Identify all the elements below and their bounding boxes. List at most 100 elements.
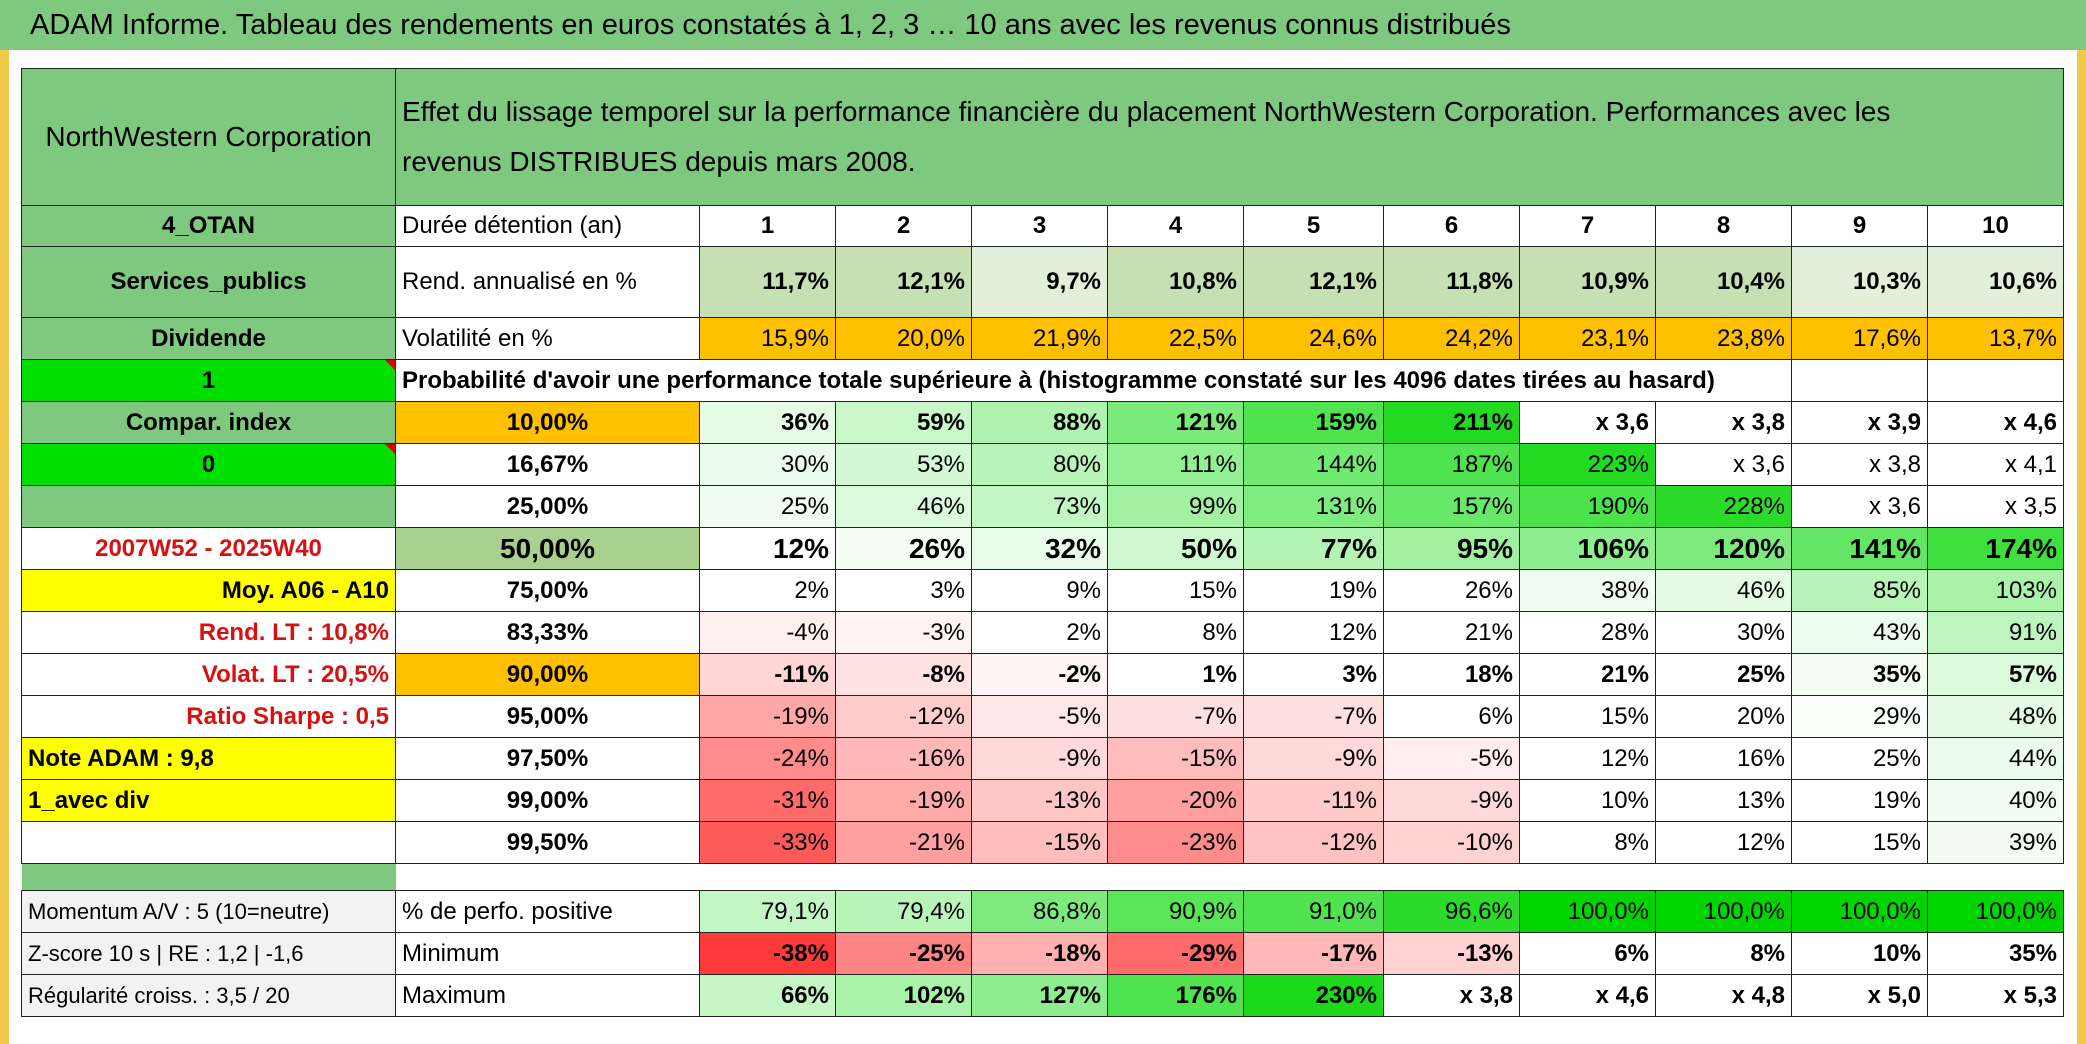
table-row: Régularité croiss. : 3,5 / 20 Maximum 66% 1… bbox=[21, 974, 2064, 1017]
proba-value: -20% bbox=[1107, 779, 1244, 822]
minimum-label: Minimum bbox=[395, 932, 700, 975]
proba-value: 18% bbox=[1383, 653, 1520, 696]
proba-value: x 4,6 bbox=[1927, 401, 2064, 444]
proba-value: 43% bbox=[1791, 611, 1928, 654]
minimum-value: -13% bbox=[1383, 932, 1520, 975]
proba-threshold: 10,00% bbox=[395, 401, 700, 444]
proba-value: -12% bbox=[1243, 821, 1384, 864]
rend-value: 10,8% bbox=[1107, 246, 1244, 318]
proba-value: -4% bbox=[699, 611, 836, 654]
proba-value: -5% bbox=[971, 695, 1108, 738]
proba-value: 10% bbox=[1519, 779, 1656, 822]
proba-value: x 3,6 bbox=[1519, 401, 1656, 444]
proba-value: 80% bbox=[971, 443, 1108, 486]
proba-value: -11% bbox=[699, 653, 836, 696]
rend-value: 10,6% bbox=[1927, 246, 2064, 318]
proba-value: -15% bbox=[971, 821, 1108, 864]
proba-value: 228% bbox=[1655, 485, 1792, 528]
proba-value: 8% bbox=[1519, 821, 1656, 864]
proba-value: 16% bbox=[1655, 737, 1792, 780]
proba-value: 15% bbox=[1519, 695, 1656, 738]
proba-value: 19% bbox=[1243, 569, 1384, 612]
proba-threshold: 95,00% bbox=[395, 695, 700, 738]
minimum-value: -25% bbox=[835, 932, 972, 975]
proba-value: 77% bbox=[1243, 527, 1384, 570]
zscore-label: Z-score 10 s | RE : 1,2 | -1,6 bbox=[21, 932, 396, 975]
proba-threshold: 75,00% bbox=[395, 569, 700, 612]
year-header: 2 bbox=[835, 205, 972, 247]
proba-value: 30% bbox=[1655, 611, 1792, 654]
proba-value: 59% bbox=[835, 401, 972, 444]
table-row: 99,50% -33% -21% -15% -23% -12% -10% 8% 12% 15% 39… bbox=[21, 821, 2064, 864]
maximum-value: 176% bbox=[1107, 974, 1244, 1017]
sector-label: Services_publics bbox=[21, 246, 396, 318]
proba-value: 48% bbox=[1927, 695, 2064, 738]
rend-value: 10,9% bbox=[1519, 246, 1656, 318]
proba-value: 19% bbox=[1791, 779, 1928, 822]
year-header: 1 bbox=[699, 205, 836, 247]
proba-value: 73% bbox=[971, 485, 1108, 528]
volat-value: 15,9% bbox=[699, 317, 836, 360]
proba-value: 223% bbox=[1519, 443, 1656, 486]
table-row: Ratio Sharpe : 0,5 95,00% -19% -12% -5% -7% -7… bbox=[21, 695, 2064, 738]
avec-div: 1_avec div bbox=[21, 779, 396, 822]
perfo-pos-label: % de perfo. positive bbox=[395, 890, 700, 933]
proba-value: -7% bbox=[1107, 695, 1244, 738]
perfo-pos-value: 100,0% bbox=[1791, 890, 1928, 933]
dividend-label: Dividende bbox=[21, 317, 396, 360]
proba-value: 121% bbox=[1107, 401, 1244, 444]
perfo-pos-value: 79,1% bbox=[699, 890, 836, 933]
proba-threshold: 99,50% bbox=[395, 821, 700, 864]
year-header: 6 bbox=[1383, 205, 1520, 247]
report-title: ADAM Informe. Tableau des rendements en … bbox=[0, 0, 2086, 50]
proba-value: -9% bbox=[1243, 737, 1384, 780]
perfo-pos-value: 100,0% bbox=[1519, 890, 1656, 933]
proba-value: 50% bbox=[1107, 527, 1244, 570]
momentum-label: Momentum A/V : 5 (10=neutre) bbox=[21, 890, 396, 933]
proba-value: 46% bbox=[835, 485, 972, 528]
proba-value: -33% bbox=[699, 821, 836, 864]
description-line: Effet du lissage temporel sur la perform… bbox=[402, 96, 1891, 127]
table-row: Volat. LT : 20,5% 90,00% -11% -8% -2% 1% 3% 18%… bbox=[21, 653, 2064, 696]
volat-value: 24,2% bbox=[1383, 317, 1520, 360]
table-row: 0 16,67% 30% 53% 80% 111% 144% 187% 223% x 3,6 x 3… bbox=[21, 443, 2064, 486]
proba-value: -11% bbox=[1243, 779, 1384, 822]
maximum-value: x 5,0 bbox=[1791, 974, 1928, 1017]
proba-value: 32% bbox=[971, 527, 1108, 570]
code-label: 4_OTAN bbox=[21, 205, 396, 247]
maximum-value: x 3,8 bbox=[1383, 974, 1520, 1017]
year-header: 3 bbox=[971, 205, 1108, 247]
perfo-pos-value: 79,4% bbox=[835, 890, 972, 933]
proba-value: 12% bbox=[1519, 737, 1656, 780]
proba-value: -13% bbox=[971, 779, 1108, 822]
proba-value: x 3,9 bbox=[1791, 401, 1928, 444]
proba-value: 44% bbox=[1927, 737, 2064, 780]
year-header: 4 bbox=[1107, 205, 1244, 247]
proba-value: 53% bbox=[835, 443, 972, 486]
description: Effet du lissage temporel sur la perform… bbox=[395, 68, 2064, 206]
proba-value: x 4,1 bbox=[1927, 443, 2064, 486]
proba-value: 26% bbox=[835, 527, 972, 570]
table-row: Momentum A/V : 5 (10=neutre)% de perfo. … bbox=[21, 890, 2064, 933]
proba-value: 91% bbox=[1927, 611, 2064, 654]
year-header: 5 bbox=[1243, 205, 1384, 247]
table-row: 1 Probabilité d'avoir une performance tot… bbox=[21, 359, 2064, 402]
empty-cell bbox=[1927, 359, 2064, 402]
maximum-label: Maximum bbox=[395, 974, 700, 1017]
proba-value: 21% bbox=[1519, 653, 1656, 696]
proba-value: 15% bbox=[1107, 569, 1244, 612]
maximum-value: x 4,6 bbox=[1519, 974, 1656, 1017]
proba-value: 3% bbox=[1243, 653, 1384, 696]
spacer-cell bbox=[396, 864, 2064, 891]
empty-cell bbox=[21, 485, 396, 528]
proba-value: 103% bbox=[1927, 569, 2064, 612]
proba-value: -12% bbox=[835, 695, 972, 738]
proba-value: 2% bbox=[699, 569, 836, 612]
proba-value: 6% bbox=[1383, 695, 1520, 738]
sharpe-ratio: Ratio Sharpe : 0,5 bbox=[21, 695, 396, 738]
proba-value: -9% bbox=[971, 737, 1108, 780]
proba-value: -16% bbox=[835, 737, 972, 780]
proba-value: 12% bbox=[1243, 611, 1384, 654]
proba-value: 9% bbox=[971, 569, 1108, 612]
rend-lt: Rend. LT : 10,8% bbox=[21, 611, 396, 654]
